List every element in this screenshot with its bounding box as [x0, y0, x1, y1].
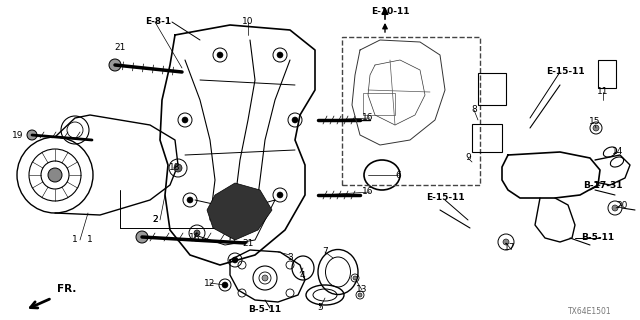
Circle shape	[27, 130, 37, 140]
Text: 19: 19	[12, 131, 24, 140]
Text: 3: 3	[287, 253, 293, 262]
Text: E-10-11: E-10-11	[371, 7, 409, 17]
Text: 8: 8	[471, 106, 477, 115]
Text: 9: 9	[465, 154, 471, 163]
Text: 16: 16	[362, 188, 374, 196]
Circle shape	[503, 239, 509, 245]
Bar	[598, 60, 616, 88]
Circle shape	[222, 282, 228, 288]
Text: TX64E1501: TX64E1501	[568, 308, 612, 316]
Text: E-8-1: E-8-1	[145, 18, 171, 27]
Circle shape	[612, 205, 618, 211]
Text: 12: 12	[204, 278, 216, 287]
Text: B-5-11: B-5-11	[581, 234, 614, 243]
Text: 4: 4	[299, 270, 305, 279]
Circle shape	[593, 125, 599, 131]
Polygon shape	[207, 183, 272, 240]
Circle shape	[136, 231, 148, 243]
Bar	[478, 73, 506, 105]
Text: 14: 14	[612, 148, 624, 156]
Text: 2: 2	[152, 215, 158, 225]
Circle shape	[277, 52, 283, 58]
Text: 10: 10	[243, 18, 253, 27]
Circle shape	[174, 164, 182, 172]
Bar	[363, 93, 395, 115]
Text: 17: 17	[504, 244, 516, 252]
Circle shape	[232, 257, 238, 263]
Text: 13: 13	[356, 285, 368, 294]
Text: 1: 1	[72, 236, 78, 244]
Text: B-5-11: B-5-11	[248, 306, 282, 315]
Text: E-15-11: E-15-11	[546, 68, 584, 76]
Circle shape	[292, 117, 298, 123]
Text: 21: 21	[115, 44, 125, 52]
Circle shape	[48, 168, 62, 182]
Text: 6: 6	[395, 171, 401, 180]
Circle shape	[277, 192, 283, 198]
Circle shape	[353, 276, 357, 280]
Text: 11: 11	[597, 87, 609, 97]
Text: 2: 2	[152, 215, 158, 225]
Text: 21: 21	[243, 238, 253, 247]
Text: FR.: FR.	[57, 284, 76, 294]
Circle shape	[187, 197, 193, 203]
Text: 7: 7	[322, 247, 328, 257]
Text: 1: 1	[87, 236, 93, 244]
Text: 20: 20	[616, 201, 628, 210]
Text: 18: 18	[169, 164, 180, 172]
Circle shape	[182, 117, 188, 123]
Text: E-15-11: E-15-11	[426, 194, 464, 203]
Bar	[472, 124, 502, 152]
Circle shape	[109, 59, 121, 71]
Text: 15: 15	[589, 117, 601, 126]
Circle shape	[194, 230, 200, 236]
Bar	[342, 37, 480, 185]
Text: B-17-31: B-17-31	[583, 180, 623, 189]
Circle shape	[262, 275, 268, 281]
Circle shape	[358, 293, 362, 297]
Text: 16: 16	[362, 114, 374, 123]
Text: 5: 5	[317, 303, 323, 313]
Text: 18: 18	[189, 234, 201, 243]
Circle shape	[217, 52, 223, 58]
